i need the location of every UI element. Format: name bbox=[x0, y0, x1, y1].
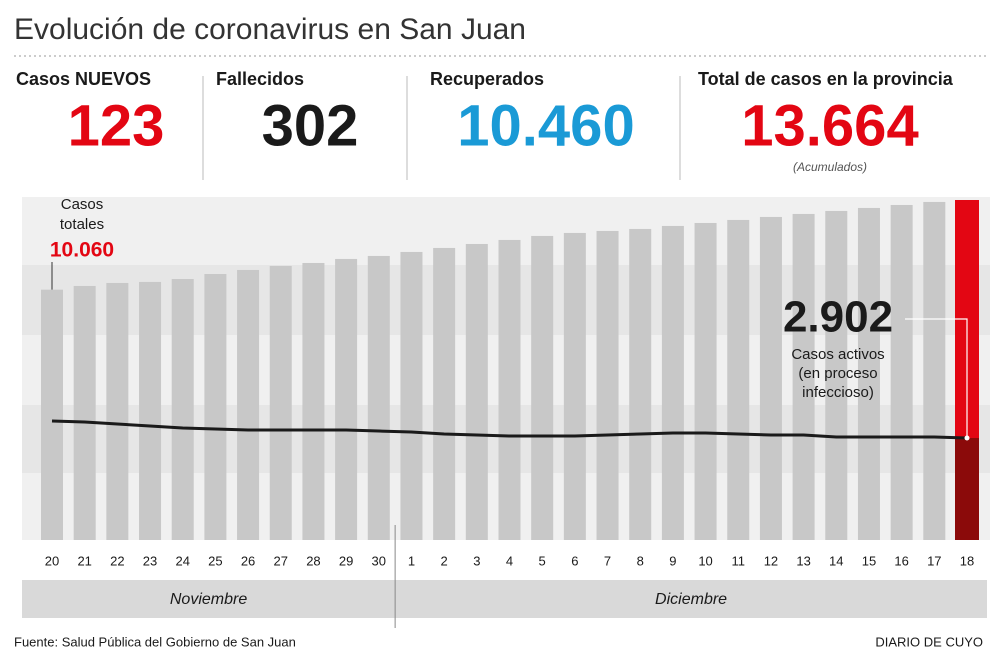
x-tick-label: 24 bbox=[175, 553, 189, 568]
x-tick-label: 11 bbox=[732, 553, 746, 568]
bar bbox=[400, 251, 423, 540]
stat-value: 123 bbox=[68, 93, 165, 158]
bar bbox=[73, 285, 96, 540]
month-band bbox=[22, 580, 987, 618]
bar bbox=[204, 273, 227, 540]
bar bbox=[792, 213, 815, 541]
stat-label: Fallecidos bbox=[216, 69, 304, 89]
bar-active-part bbox=[955, 438, 979, 540]
bar bbox=[335, 258, 358, 540]
x-tick-label: 5 bbox=[539, 553, 546, 568]
x-tick-label: 28 bbox=[306, 553, 320, 568]
bar bbox=[41, 289, 63, 540]
x-tick-label: 7 bbox=[604, 553, 611, 568]
x-tick-label: 15 bbox=[862, 553, 876, 568]
bar bbox=[727, 219, 750, 540]
bar bbox=[367, 255, 390, 540]
x-tick-label: 12 bbox=[764, 553, 778, 568]
bar bbox=[269, 265, 292, 540]
stat-label: Recuperados bbox=[430, 69, 544, 89]
x-tick-label: 17 bbox=[927, 553, 941, 568]
stat-value: 10.460 bbox=[457, 93, 634, 158]
bar bbox=[106, 282, 129, 540]
x-tick-label: 23 bbox=[143, 553, 157, 568]
x-tick-label: 14 bbox=[829, 553, 843, 568]
stat-value: 13.664 bbox=[741, 93, 918, 158]
value-label: 2.902 bbox=[783, 293, 893, 342]
x-tick-label: 29 bbox=[339, 553, 353, 568]
month-label: Noviembre bbox=[170, 591, 247, 608]
series-name: Casos activos (en proceso infeccioso) bbox=[791, 346, 884, 401]
x-tick-label: 16 bbox=[894, 553, 908, 568]
stat-note: (Acumulados) bbox=[793, 160, 867, 174]
bar bbox=[302, 262, 325, 540]
title: Evolución de coronavirus en San Juan bbox=[14, 13, 526, 46]
active-line bbox=[51, 419, 968, 440]
stat-label: Casos NUEVOS bbox=[16, 69, 151, 89]
bar bbox=[596, 230, 619, 540]
x-tick-label: 2 bbox=[441, 553, 448, 568]
bar bbox=[433, 247, 456, 540]
bar bbox=[857, 207, 880, 540]
x-tick-label: 1 bbox=[408, 553, 415, 568]
bar bbox=[694, 222, 717, 540]
bar bbox=[661, 225, 684, 540]
bar bbox=[629, 228, 652, 541]
x-tick-label: 27 bbox=[274, 553, 288, 568]
source: Fuente: Salud Pública del Gobierno de Sa… bbox=[14, 634, 296, 649]
x-tick-label: 4 bbox=[506, 553, 513, 568]
x-tick-label: 26 bbox=[241, 553, 255, 568]
x-tick-label: 25 bbox=[208, 553, 222, 568]
bar bbox=[759, 216, 782, 540]
bar bbox=[237, 269, 260, 540]
x-tick-label: 8 bbox=[637, 553, 644, 568]
x-tick-label: 22 bbox=[110, 553, 124, 568]
bar bbox=[890, 204, 913, 541]
bar bbox=[923, 201, 946, 540]
x-tick-label: 18 bbox=[960, 553, 974, 568]
bar bbox=[563, 232, 586, 540]
value-label: 10.060 bbox=[50, 239, 114, 262]
point bbox=[964, 435, 970, 441]
bar bbox=[171, 278, 194, 540]
bar bbox=[825, 210, 848, 540]
bar bbox=[498, 239, 521, 540]
series-name: Casos totales bbox=[60, 196, 104, 233]
bar bbox=[139, 281, 162, 540]
month-label: Diciembre bbox=[655, 591, 727, 608]
x-tick-label: 13 bbox=[796, 553, 810, 568]
x-tick-label: 30 bbox=[372, 553, 386, 568]
x-tick-label: 10 bbox=[698, 553, 712, 568]
x-tick-label: 21 bbox=[77, 553, 91, 568]
stat-value: 302 bbox=[262, 93, 359, 158]
x-tick-label: 20 bbox=[45, 553, 59, 568]
brand: DIARIO DE CUYO bbox=[875, 634, 983, 649]
x-tick-label: 6 bbox=[571, 553, 578, 568]
x-tick-label: 9 bbox=[669, 553, 676, 568]
stat-label: Total de casos en la provincia bbox=[698, 69, 954, 89]
leader bbox=[905, 318, 968, 439]
bar bbox=[465, 243, 488, 541]
bar bbox=[531, 235, 554, 540]
x-tick-label: 3 bbox=[473, 553, 480, 568]
